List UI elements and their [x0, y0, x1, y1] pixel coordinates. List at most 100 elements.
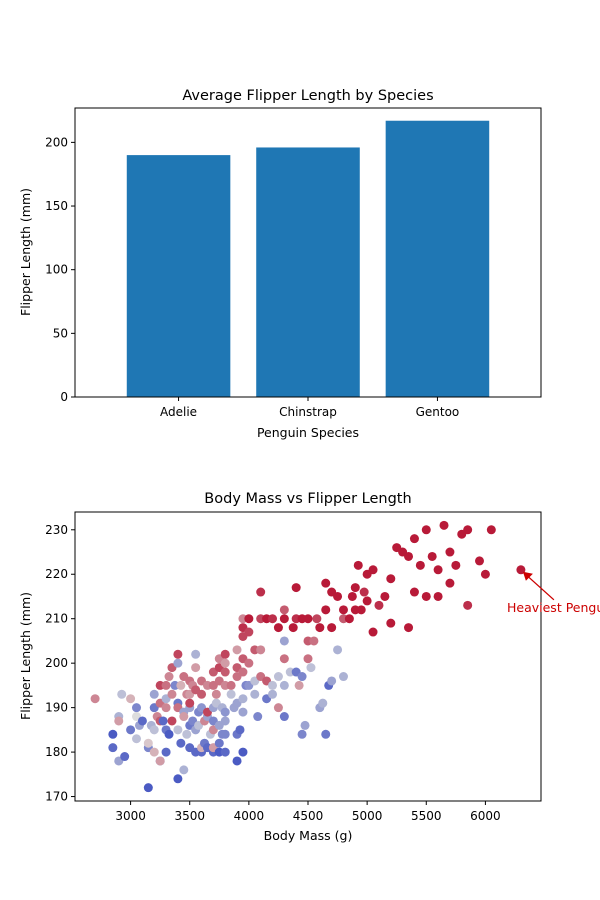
scatter-point [279, 654, 289, 664]
scatter-point [191, 649, 201, 659]
scatter-point [451, 560, 461, 570]
scatter-point [90, 694, 100, 704]
scatter-point [386, 618, 396, 628]
bar-y-tick-label: 100 [45, 263, 68, 277]
scatter-point [244, 658, 254, 668]
scatter-point [480, 569, 490, 579]
scatter-point [347, 591, 357, 601]
scatter-point [338, 605, 348, 615]
scatter-point [374, 600, 384, 610]
scatter-point [279, 680, 289, 690]
scatter-point [279, 605, 289, 615]
scatter-point [126, 694, 136, 704]
scatter-x-axis-label: Body Mass (g) [264, 828, 353, 843]
bar-x-tick-label: Adelie [160, 405, 197, 419]
bar-y-tick-label: 150 [45, 199, 68, 213]
scatter-point [108, 743, 118, 753]
scatter-y-tick-label: 190 [45, 701, 68, 715]
scatter-point [256, 587, 266, 597]
scatter-point [173, 774, 183, 784]
scatter-x-tick-label: 4000 [234, 809, 265, 823]
scatter-point [176, 680, 186, 690]
scatter-point [161, 747, 171, 757]
scatter-point [220, 747, 230, 757]
scatter-point [306, 663, 316, 673]
scatter-point [386, 574, 396, 584]
scatter-point [353, 560, 363, 570]
scatter-point [404, 551, 414, 561]
scatter-point [164, 729, 174, 739]
bar-x-tick-label: Chinstrap [279, 405, 337, 419]
scatter-point [235, 725, 245, 735]
scatter-y-tick-label: 230 [45, 523, 68, 537]
scatter-point [164, 672, 174, 682]
scatter-point [321, 729, 331, 739]
scatter-point [315, 623, 325, 633]
scatter-point [445, 547, 455, 557]
bar-chart: Average Flipper Length by Species Adelie… [18, 88, 542, 440]
scatter-point [404, 623, 414, 633]
scatter-point [279, 614, 289, 624]
scatter-point [433, 565, 443, 575]
scatter-point [318, 698, 328, 708]
scatter-point [114, 716, 124, 726]
annotation-label: Heaviest Penguin [507, 600, 600, 615]
bar-y-tick-label: 0 [60, 390, 68, 404]
scatter-point [250, 689, 260, 699]
scatter-point [220, 716, 230, 726]
scatter-point [232, 645, 242, 655]
scatter-point [321, 578, 331, 588]
scatter-x-tick-label: 5000 [352, 809, 383, 823]
scatter-point [143, 738, 153, 748]
scatter-point [176, 738, 186, 748]
scatter-point [226, 680, 236, 690]
scatter-x-tick-label: 4500 [293, 809, 324, 823]
scatter-point [344, 614, 354, 624]
scatter-point [445, 578, 455, 588]
scatter-point [220, 667, 230, 677]
scatter-x-tick-label: 6000 [470, 809, 501, 823]
scatter-point [309, 636, 319, 646]
scatter-point [474, 556, 484, 566]
scatter-point [173, 649, 183, 659]
scatter-point [380, 591, 390, 601]
scatter-point [120, 752, 130, 762]
scatter-point [182, 729, 192, 739]
scatter-point [179, 712, 189, 722]
scatter-point [214, 738, 224, 748]
scatter-point [268, 614, 278, 624]
scatter-x-tick-label: 5500 [411, 809, 442, 823]
annotation: Heaviest Penguin [507, 571, 600, 615]
scatter-point [226, 689, 236, 699]
scatter-point [256, 645, 266, 655]
scatter-y-tick-label: 170 [45, 790, 68, 804]
scatter-point [421, 591, 431, 601]
scatter-point [117, 689, 127, 699]
scatter-y-tick-label: 200 [45, 656, 68, 670]
scatter-point [297, 672, 307, 682]
scatter-point [238, 694, 248, 704]
scatter-x-ticks: 3000 3500 4000 4500 5000 5500 6000 [115, 801, 501, 823]
scatter-point [439, 520, 449, 530]
scatter-point [167, 716, 177, 726]
bar-gentoo [385, 120, 490, 398]
scatter-point [161, 680, 171, 690]
scatter-point [244, 614, 254, 624]
scatter-point [244, 627, 254, 637]
scatter-point [211, 689, 221, 699]
scatter-y-axis-label: Flipper Length (mm) [18, 592, 33, 720]
scatter-point [173, 725, 183, 735]
bar-chinstrap [256, 147, 360, 397]
scatter-point [273, 623, 283, 633]
scatter-point [409, 587, 419, 597]
scatter-point [279, 636, 289, 646]
scatter-chart: Body Mass vs Flipper Length 3000 3500 4000… [18, 491, 600, 843]
scatter-y-tick-label: 220 [45, 567, 68, 581]
scatter-point [427, 551, 437, 561]
scatter-points [90, 520, 526, 793]
scatter-point [155, 756, 165, 766]
scatter-point [350, 583, 360, 593]
scatter-point [273, 672, 283, 682]
scatter-point [303, 614, 313, 624]
scatter-point [220, 658, 230, 668]
